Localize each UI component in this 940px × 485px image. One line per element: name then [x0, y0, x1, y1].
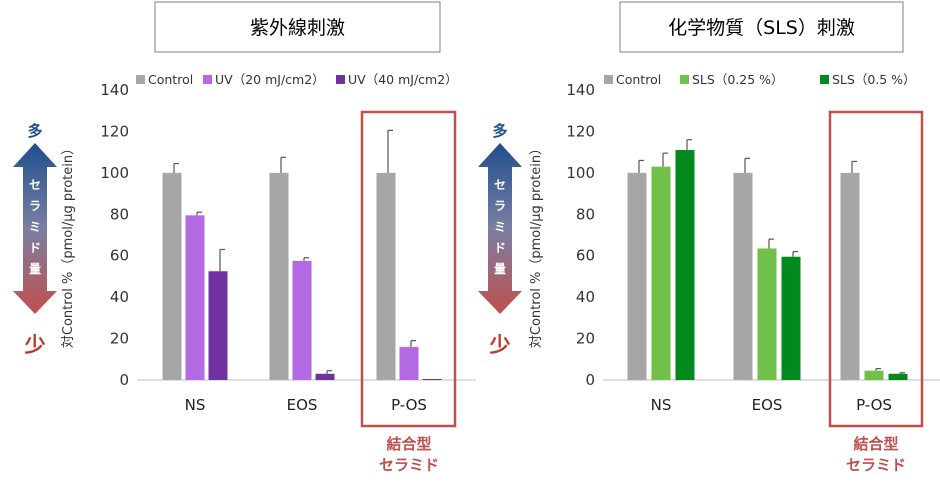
- bar-ns-3: [675, 150, 695, 380]
- chart-title: 化学物質（SLS）刺激: [668, 17, 855, 39]
- side-label-char: 量: [29, 262, 41, 276]
- legend-label: UV（40 mJ/cm2）: [348, 72, 458, 87]
- bar-ns-3: [208, 271, 228, 380]
- category-label: EOS: [752, 396, 783, 414]
- bar-ns-1: [162, 172, 182, 380]
- category-label: NS: [185, 396, 206, 414]
- bar-eos-1: [733, 172, 753, 380]
- side-label-char: ミ: [29, 220, 41, 234]
- y-tick-label: 120: [566, 122, 595, 140]
- side-label-char: ラ: [29, 199, 41, 213]
- side-label-top: 多: [27, 122, 42, 140]
- bar-p-os-3: [422, 378, 442, 380]
- double-arrow-icon: [478, 143, 522, 314]
- highlight-note: セラミド: [846, 456, 906, 474]
- y-tick-label: 0: [119, 371, 129, 389]
- chart-title-box: [619, 1, 904, 53]
- highlight-box: [360, 110, 457, 428]
- bar-eos-1: [269, 172, 289, 380]
- bar-eos-2: [292, 260, 312, 380]
- side-label-char: 量: [494, 262, 506, 276]
- category-label: P-OS: [391, 396, 427, 414]
- chart-panel-1: 紫外線刺激 0 20 40 60 80 100 120 140 対Control %（pmol/μ…: [13, 1, 476, 474]
- y-tick-label: 140: [100, 81, 129, 99]
- bar-eos-3: [781, 256, 801, 380]
- legend-label: UV（20 mJ/cm2）: [215, 72, 325, 87]
- legend-label: Control: [148, 72, 193, 87]
- y-tick-label: 20: [110, 330, 129, 348]
- y-tick-label: 60: [576, 247, 595, 265]
- bar-eos-2: [757, 248, 777, 380]
- highlight-note: 結合型: [386, 435, 431, 453]
- legend-swatch: [680, 75, 689, 84]
- side-label-bottom: 少: [24, 333, 46, 357]
- legend-label: SLS（0.5 %）: [832, 72, 916, 87]
- y-tick-label: 120: [100, 122, 129, 140]
- y-tick-label: 20: [576, 330, 595, 348]
- legend-label: Control: [616, 72, 661, 87]
- side-label-char: ド: [494, 241, 506, 255]
- chart-panel-2: 化学物質（SLS）刺激 0 20 40 60 80 100 120 140 対Control %（…: [478, 1, 940, 474]
- bar-p-os-3: [888, 373, 908, 380]
- legend-swatch: [203, 75, 212, 84]
- category-label: P-OS: [856, 396, 892, 414]
- y-axis-label: 対Control %（pmol/μg protein）: [61, 142, 76, 348]
- bar-p-os-1: [840, 172, 860, 380]
- side-label-top: 多: [492, 122, 507, 140]
- bar-p-os-1: [376, 172, 396, 380]
- y-tick-label: 40: [110, 288, 129, 306]
- side-label-char: セ: [494, 178, 506, 192]
- double-arrow-icon: [13, 143, 57, 314]
- y-tick-label: 140: [566, 81, 595, 99]
- highlight-note: 結合型: [853, 435, 898, 453]
- y-tick-label: 0: [585, 371, 595, 389]
- y-tick-label: 40: [576, 288, 595, 306]
- y-tick-label: 80: [110, 205, 129, 223]
- chart-title-box: [154, 1, 441, 53]
- bar-ns-2: [185, 215, 205, 380]
- y-tick-label: 80: [576, 205, 595, 223]
- legend-swatch: [336, 75, 345, 84]
- legend-label: SLS（0.25 %）: [692, 72, 784, 87]
- side-label-char: ド: [29, 241, 41, 255]
- y-tick-label: 100: [100, 164, 129, 182]
- bar-ns-1: [627, 172, 647, 380]
- y-tick-label: 100: [566, 164, 595, 182]
- y-tick-label: 60: [110, 247, 129, 265]
- bar-p-os-2: [399, 346, 419, 380]
- legend-swatch: [136, 75, 145, 84]
- y-axis-label: 対Control %（pmol/μg protein）: [529, 142, 544, 348]
- legend-swatch: [820, 75, 829, 84]
- category-label: EOS: [287, 396, 318, 414]
- bar-eos-3: [315, 373, 335, 380]
- highlight-box: [828, 110, 924, 428]
- legend-swatch: [604, 75, 613, 84]
- side-label-bottom: 少: [489, 333, 511, 357]
- category-label: NS: [651, 396, 672, 414]
- bar-ns-2: [651, 166, 671, 380]
- bar-p-os-2: [864, 370, 884, 380]
- side-label-char: ミ: [494, 220, 506, 234]
- chart-title: 紫外線刺激: [250, 17, 345, 39]
- side-label-char: セ: [29, 178, 41, 192]
- highlight-note: セラミド: [379, 456, 439, 474]
- side-label-char: ラ: [494, 199, 506, 213]
